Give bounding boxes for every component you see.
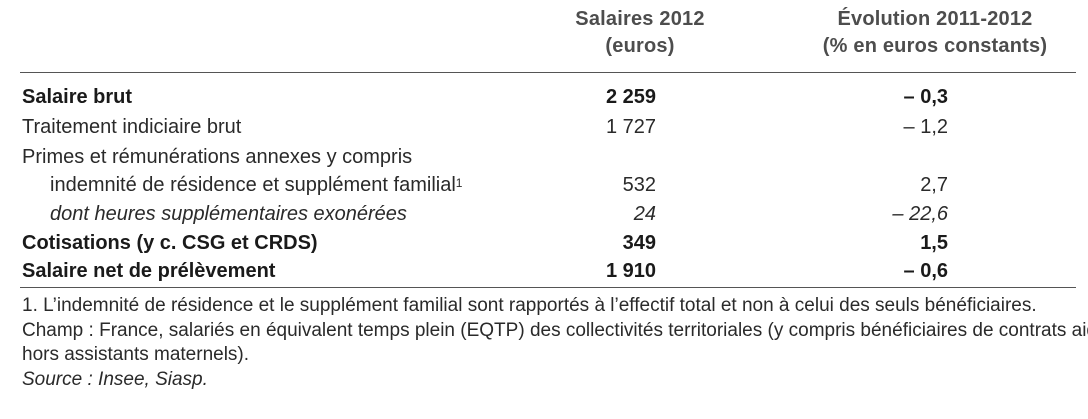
- table-row-heures-supplementaires: dont heures supplémentaires exonérées 24…: [0, 201, 1088, 228]
- row-value-salaire: 349: [622, 232, 656, 254]
- row-label: Cotisations (y c. CSG et CRDS): [22, 232, 318, 254]
- table-row-salaire-brut: Salaire brut 2 259 – 0,3: [0, 84, 1088, 111]
- champ-note-line2: hors assistants maternels).: [22, 344, 250, 365]
- column-header-salaires-line1: Salaires 2012: [575, 8, 705, 30]
- row-label-with-footnote: indemnité de résidence et supplément fam…: [50, 172, 462, 199]
- column-header-evolution-line2: (% en euros constants): [822, 35, 1048, 57]
- row-value-evolution: – 0,3: [903, 86, 948, 108]
- row-value-salaire: 2 259: [605, 86, 656, 108]
- row-label: Primes et rémunérations annexes y compri…: [22, 146, 413, 168]
- row-label: Salaire brut: [22, 86, 133, 108]
- footnote-1: 1. L’indemnité de résidence et le supplé…: [22, 295, 1037, 316]
- row-label: Traitement indiciaire brut: [22, 116, 242, 138]
- column-header-salaires-line2: (euros): [605, 35, 675, 57]
- row-label: indemnité de résidence et supplément fam…: [50, 174, 456, 196]
- row-value-evolution: – 0,6: [903, 260, 948, 282]
- row-value-salaire: 532: [622, 174, 656, 196]
- row-label: dont heures supplémentaires exonérées: [50, 203, 407, 225]
- row-value-evolution: – 22,6: [892, 203, 948, 225]
- source-note: Source : Insee, Siasp.: [22, 368, 208, 390]
- table-row-primes-line2: indemnité de résidence et supplément fam…: [0, 172, 1088, 199]
- champ-note-line1: Champ : France, salariés en équivalent t…: [22, 319, 1088, 341]
- row-value-evolution: 2,7: [920, 174, 948, 196]
- column-header-evolution: Évolution 2011-2012 (% en euros constant…: [815, 6, 1055, 60]
- table-row-primes-line1: Primes et rémunérations annexes y compri…: [0, 144, 1088, 171]
- row-value-salaire: 1 727: [605, 116, 656, 138]
- table-row-cotisations: Cotisations (y c. CSG et CRDS) 349 1,5: [0, 230, 1088, 257]
- table-bottom-rule: [20, 287, 1076, 288]
- table-top-rule: [20, 72, 1076, 73]
- column-header-salaires: Salaires 2012 (euros): [560, 6, 720, 60]
- row-label: Salaire net de prélèvement: [22, 260, 276, 282]
- row-value-evolution: 1,5: [920, 232, 948, 254]
- row-value-salaire: 24: [633, 203, 656, 225]
- row-value-salaire: 1 910: [605, 260, 656, 282]
- table-notes: 1. L’indemnité de résidence et le supplé…: [22, 294, 1088, 392]
- column-header-evolution-line1: Évolution 2011-2012: [837, 8, 1033, 30]
- row-value-evolution: – 1,2: [903, 116, 948, 138]
- table-row-traitement-indiciaire: Traitement indiciaire brut 1 727 – 1,2: [0, 114, 1088, 141]
- footnote-marker: 1: [455, 176, 463, 190]
- table-row-salaire-net: Salaire net de prélèvement 1 910 – 0,6: [0, 258, 1088, 285]
